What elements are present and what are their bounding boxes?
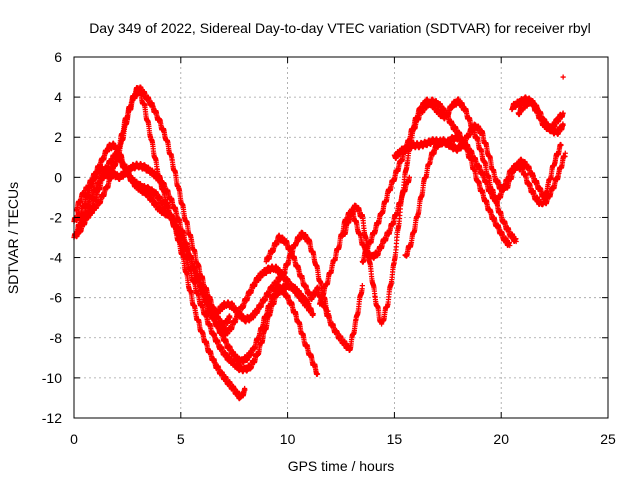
data-points: [71, 74, 568, 402]
data-point: [359, 283, 365, 289]
data-point: [242, 387, 248, 393]
chart-title: Day 349 of 2022, Sidereal Day-to-day VTE…: [89, 20, 591, 36]
grid-lines: [74, 57, 608, 418]
